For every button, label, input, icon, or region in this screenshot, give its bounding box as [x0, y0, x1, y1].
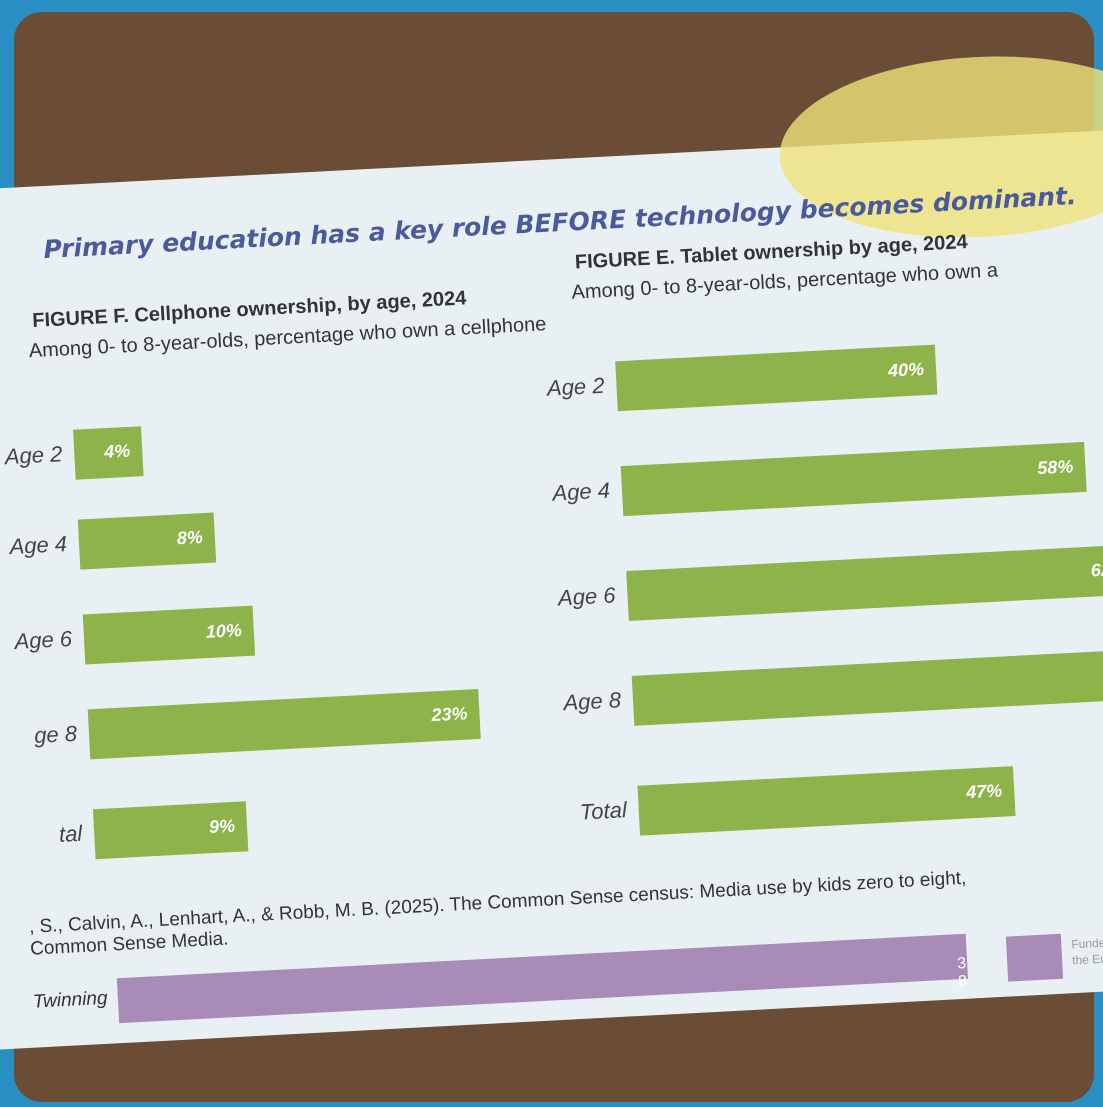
funding: Funded b — [1071, 935, 1103, 952]
value-label: 62 — [1090, 559, 1103, 580]
category-label: Age 6 — [555, 582, 616, 610]
photo: Primary education has a key role BEFORE … — [0, 0, 1103, 1107]
page-number: 3 — [957, 955, 967, 972]
category-label: Total — [579, 797, 628, 824]
funding: the Euro — [1072, 951, 1103, 967]
category-label: ge 8 — [34, 721, 79, 748]
category-label: tal — [58, 821, 84, 847]
page-number: 8 — [958, 973, 968, 990]
value-label: 47% — [965, 780, 1003, 802]
value-label: 58% — [1037, 456, 1074, 478]
category-label: Age 4 — [550, 478, 611, 506]
value-label: 10% — [205, 620, 242, 642]
value-label: 4% — [103, 441, 131, 462]
category-label: Age 2 — [2, 441, 63, 469]
eu-flag — [1006, 934, 1063, 982]
page: Primary education has a key role BEFORE … — [0, 0, 1103, 1107]
value-label: 23% — [430, 703, 468, 725]
value-label: 40% — [887, 359, 925, 381]
category-label: Age 8 — [561, 687, 622, 715]
category-label: Age 2 — [544, 373, 605, 401]
category-label: Age 4 — [7, 531, 68, 559]
value-label: 9% — [208, 816, 235, 837]
category-label: Age 6 — [12, 626, 73, 654]
slide: Primary education has a key role BEFORE … — [0, 47, 1103, 1051]
value-label: 8% — [176, 527, 203, 548]
brand: Twinning — [32, 988, 108, 1013]
